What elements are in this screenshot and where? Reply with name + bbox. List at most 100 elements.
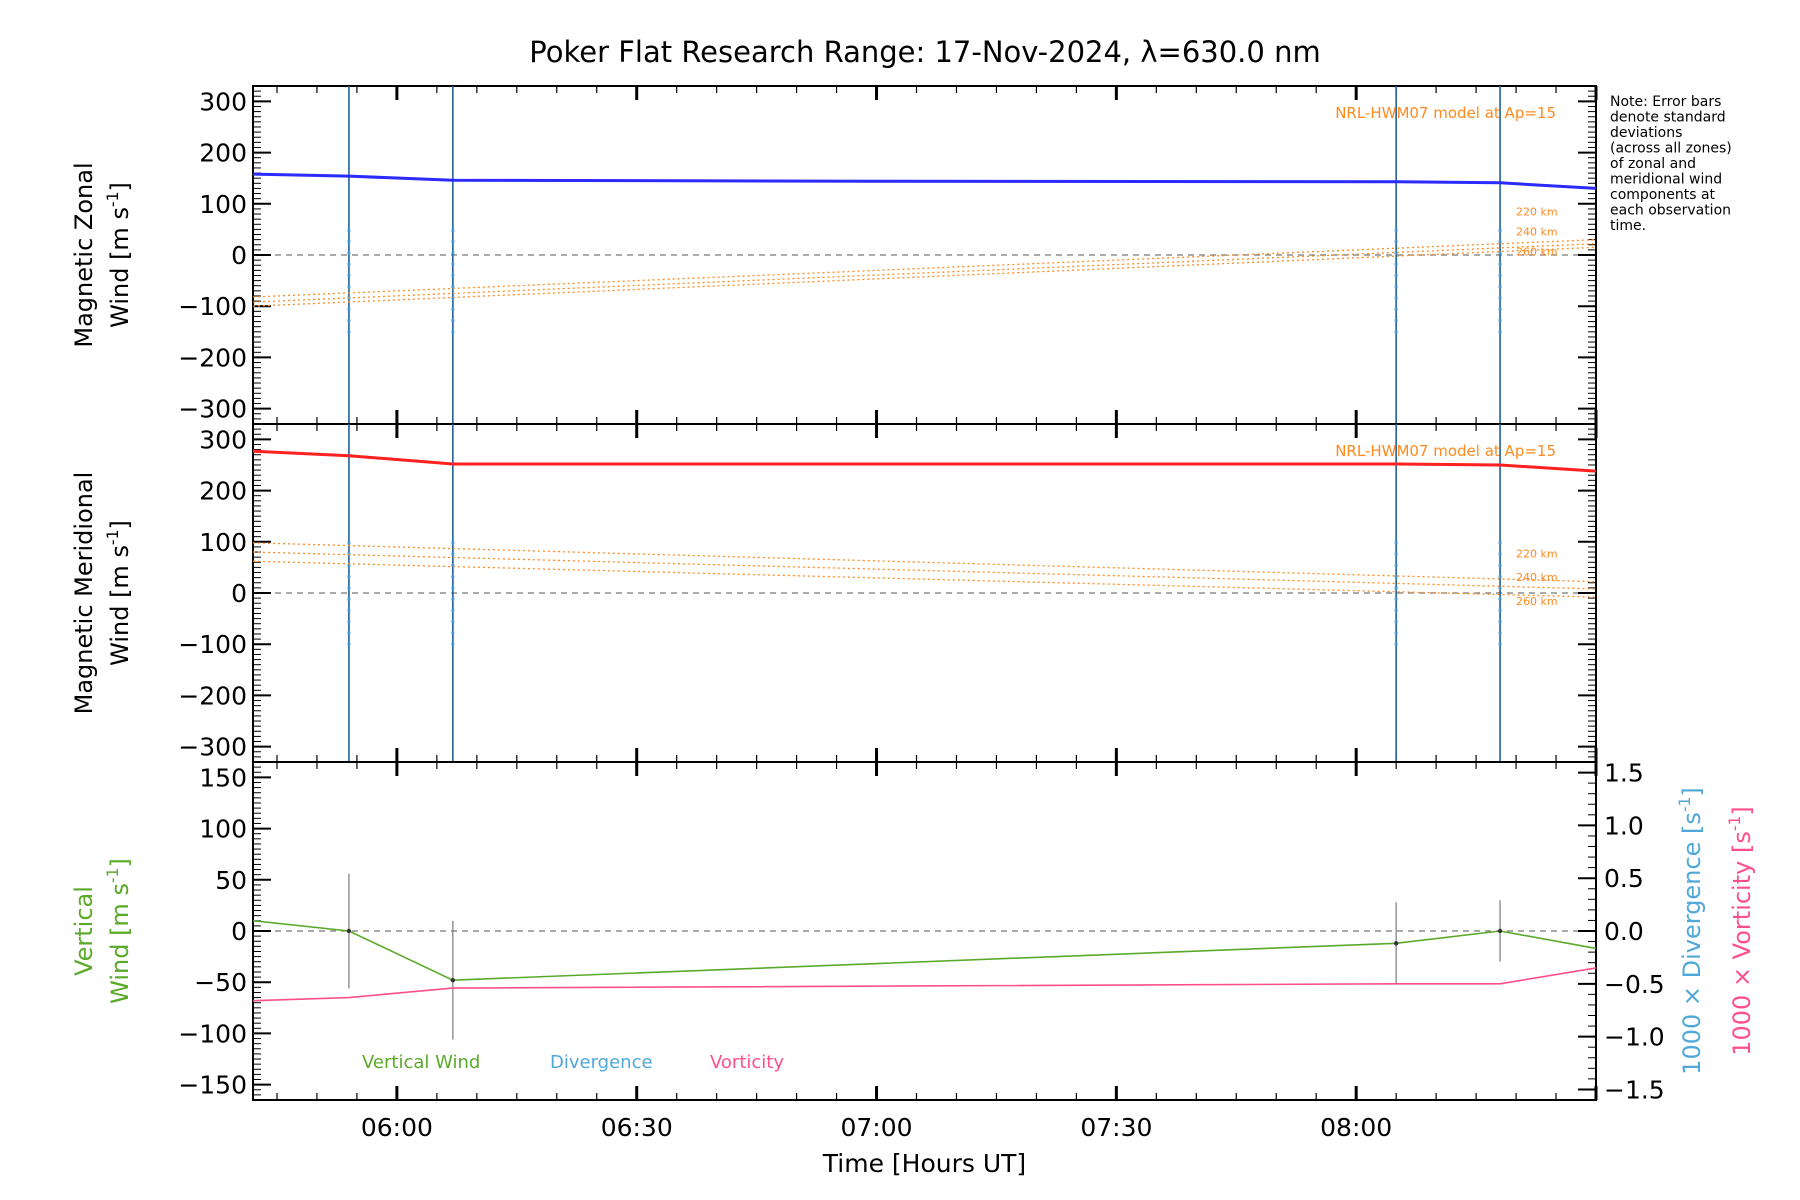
divergence-axis-title: 1000 × Divergence [s-1] [1676, 787, 1706, 1075]
meridional-wind-panel: 300 200 100 0 −100 −200 −300 Magnetic Meridiona… [70, 423, 1598, 763]
obs-marker [1498, 318, 1503, 323]
y-tick-label: 150 [199, 763, 247, 792]
zonal-ylabel: Magnetic Zonal Wind [m s-1] [70, 162, 134, 347]
y-tick-label: 0 [231, 917, 247, 946]
obs-marker [450, 642, 455, 647]
obs-marker [450, 630, 455, 635]
obs-marker [346, 307, 351, 312]
zonal-wind-panel: 300 200 100 0 −100 −200 −300 Magnetic Zonal Wind… [70, 85, 1598, 425]
note-line-4: (across all zones) [1610, 141, 1732, 157]
obs-marker [450, 540, 455, 545]
ylabel-line-1: Magnetic Meridional [70, 472, 98, 715]
y-tick-label: 50 [215, 866, 247, 895]
ylabel-line-1: Magnetic Zonal [70, 162, 98, 347]
obs-marker [346, 585, 351, 590]
obs-marker [450, 619, 455, 624]
y2-tick-label: −1.0 [1604, 1023, 1665, 1052]
x-tick-label: 07:00 [841, 1113, 913, 1142]
obs-marker [346, 284, 351, 289]
obs-marker [1498, 619, 1503, 624]
note-line-7: components at [1610, 187, 1716, 203]
obs-marker [1498, 574, 1503, 579]
model-line-220-km [252, 542, 1597, 583]
x-tick-label: 06:30 [601, 1113, 673, 1142]
x-axis-title: Time [Hours UT] [822, 1149, 1026, 1178]
obs-marker [450, 597, 455, 602]
ylabel-line-2: Wind [m s-1] [104, 182, 134, 328]
x-tick-label: 06:00 [361, 1113, 433, 1142]
obs-marker [1394, 239, 1399, 244]
vertical-wind-point [1393, 941, 1399, 946]
x-tick-label: 07:30 [1080, 1113, 1152, 1142]
obs-marker [346, 273, 351, 278]
obs-marker [346, 262, 351, 267]
vorticity-axis-title-text: 1000 × Vorticity [s-1] [1726, 806, 1756, 1056]
legend-divergence: Divergence [550, 1052, 653, 1073]
obs-marker [1498, 273, 1503, 278]
chart-title: Poker Flat Research Range: 17-Nov-2024, … [529, 35, 1320, 69]
ylabel-line-2: Wind [m s-1] [104, 520, 134, 666]
meridional-wind-line [252, 449, 1597, 473]
obs-marker [1498, 540, 1503, 545]
y-tick-label: 200 [199, 139, 247, 168]
obs-marker [1394, 329, 1399, 334]
y2-tick-label: 1.0 [1604, 811, 1644, 840]
obs-marker [450, 273, 455, 278]
obs-marker [1394, 307, 1399, 312]
ylabel-line-2: Wind [m s-1] [104, 858, 134, 1004]
model-level-label: 220 km [1516, 548, 1558, 561]
obs-marker [1498, 239, 1503, 244]
obs-marker [1498, 563, 1503, 568]
model-label: NRL-HWM07 model at Ap=15 [1335, 442, 1556, 460]
y-tick-label: −150 [178, 1071, 247, 1100]
obs-marker [346, 329, 351, 334]
obs-marker [1394, 540, 1399, 545]
obs-marker [450, 574, 455, 579]
obs-marker [1498, 597, 1503, 602]
model-level-label: 240 km [1516, 226, 1558, 239]
vorticity-line [252, 967, 1597, 1002]
obs-marker [1394, 318, 1399, 323]
y-tick-label: 100 [199, 815, 247, 844]
obs-marker [1498, 284, 1503, 289]
obs-marker [346, 228, 351, 233]
vertical-wind-point [346, 928, 352, 934]
obs-marker [450, 250, 455, 255]
y-tick-label: 300 [199, 425, 247, 454]
obs-marker [450, 552, 455, 557]
zonal-wind-line [252, 172, 1597, 190]
obs-marker [1394, 563, 1399, 568]
note-text: Note: Error bars denote standard deviati… [1610, 94, 1736, 234]
obs-marker [346, 630, 351, 635]
model-line-240-km [252, 243, 1597, 303]
y-tick-label: 100 [199, 190, 247, 219]
obs-marker [1394, 552, 1399, 557]
obs-marker [1394, 273, 1399, 278]
y-tick-label: −50 [194, 968, 247, 997]
y-tick-label: −300 [178, 395, 247, 424]
ylabel-line-1: Vertical [70, 886, 98, 976]
obs-marker [346, 318, 351, 323]
obs-marker [450, 585, 455, 590]
vertical-ylabel: Vertical Wind [m s-1] [70, 858, 134, 1004]
note-line-1: Note: Error bars [1610, 94, 1721, 110]
y-tick-label: 0 [231, 241, 247, 270]
obs-marker [346, 574, 351, 579]
x-tick-label: 08:00 [1320, 1113, 1392, 1142]
obs-marker [1394, 619, 1399, 624]
obs-marker [450, 307, 455, 312]
vertical-wind-point [1497, 928, 1503, 934]
divergence-axis-title-text: 1000 × Divergence [s-1] [1676, 787, 1706, 1075]
obs-marker [1394, 630, 1399, 635]
obs-marker [450, 239, 455, 244]
y2-tick-label: 0.0 [1604, 917, 1644, 946]
y2-tick-label: −1.5 [1604, 1075, 1665, 1104]
obs-marker [1394, 608, 1399, 613]
obs-marker [450, 318, 455, 323]
obs-marker [450, 284, 455, 289]
model-level-label: 220 km [1516, 206, 1558, 219]
model-line-260-km [252, 246, 1597, 307]
note-line-9: time. [1610, 218, 1646, 234]
model-line-220-km [252, 238, 1597, 298]
